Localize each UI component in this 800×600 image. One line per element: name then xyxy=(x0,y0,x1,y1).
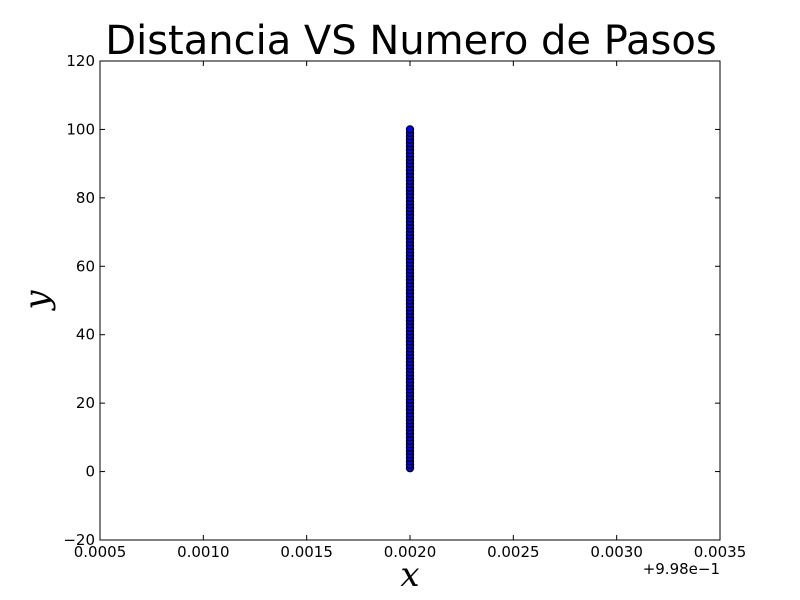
x-tick-label: 0.0020 xyxy=(384,543,437,561)
x-tick-label: 0.0035 xyxy=(694,543,747,561)
x-tick-label: 0.0010 xyxy=(177,543,230,561)
x-tick-label: 0.0025 xyxy=(487,543,540,561)
chart-title: Distancia VS Numero de Pasos xyxy=(105,18,716,64)
y-tick-label: 80 xyxy=(76,189,95,207)
data-point xyxy=(405,125,415,134)
y-tick-label: 120 xyxy=(66,52,95,70)
y-tick-label: 20 xyxy=(76,394,95,412)
y-tick-label: 60 xyxy=(76,257,95,275)
y-tick-label: 40 xyxy=(76,326,95,344)
y-tick-label: −20 xyxy=(63,531,95,549)
x-axis-offset-label: +9.98e−1 xyxy=(643,560,720,578)
scatter-points xyxy=(405,125,415,473)
x-axis-label: x xyxy=(400,555,419,595)
x-tick-label: 0.0030 xyxy=(590,543,643,561)
y-tick-label: 100 xyxy=(66,120,95,138)
axis-ticks: 0.0005 0.0010 0.0015 0.0020 0.0025 0.0030 0.00… xyxy=(63,52,746,561)
y-tick-label: 0 xyxy=(85,463,95,481)
x-tick-label: 0.0015 xyxy=(280,543,333,561)
y-axis-label: y xyxy=(17,290,57,312)
x-tick-label: 0.0005 xyxy=(74,543,127,561)
